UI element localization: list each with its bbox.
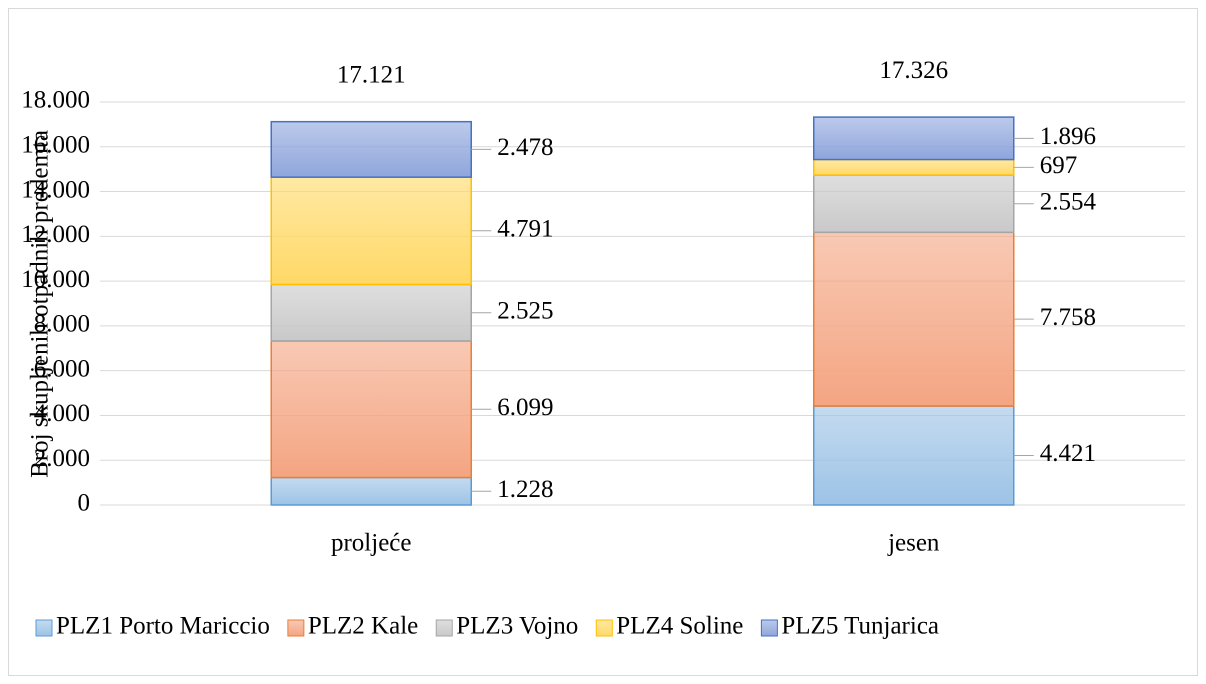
data-label: 7.758 bbox=[1040, 304, 1096, 331]
data-label: 1.228 bbox=[497, 476, 553, 503]
legend-label: PLZ3 Vojno bbox=[456, 613, 578, 640]
data-label: 2.554 bbox=[1040, 188, 1097, 215]
legend-label: PLZ4 Soline bbox=[616, 613, 743, 640]
data-label: 4.421 bbox=[1040, 440, 1096, 467]
legend-swatch bbox=[760, 619, 778, 637]
bar-segment bbox=[270, 176, 472, 286]
y-tick-label: 6.000 bbox=[34, 355, 90, 382]
legend-label: PLZ1 Porto Mariccio bbox=[56, 613, 270, 640]
bar-segment bbox=[813, 405, 1015, 506]
y-tick-label: 8.000 bbox=[34, 311, 90, 338]
data-label: 2.525 bbox=[497, 297, 553, 324]
bar-segment bbox=[813, 158, 1015, 176]
y-tick-label: 14.000 bbox=[21, 176, 90, 203]
y-axis-label: Broj skupljenih otpadnih predemta bbox=[27, 130, 54, 478]
bar-segment bbox=[813, 116, 1015, 161]
data-label: 2.478 bbox=[497, 134, 553, 161]
legend-label: PLZ5 Tunjarica bbox=[781, 613, 939, 640]
bar-segment bbox=[270, 120, 472, 178]
y-tick-label: 4.000 bbox=[34, 400, 90, 427]
bar-segment bbox=[270, 476, 472, 506]
chart-frame bbox=[8, 8, 1198, 676]
data-label: 4.791 bbox=[497, 216, 553, 243]
total-label: 17.326 bbox=[879, 57, 948, 84]
legend-swatch bbox=[287, 619, 305, 637]
x-tick-label: proljeće bbox=[331, 530, 412, 557]
bar-segment bbox=[270, 340, 472, 479]
data-label: 697 bbox=[1040, 152, 1078, 179]
legend-swatch bbox=[35, 619, 53, 637]
bar-segment bbox=[270, 283, 472, 342]
legend-label: PLZ2 Kale bbox=[308, 613, 418, 640]
bar-segment bbox=[813, 231, 1015, 407]
y-tick-label: 12.000 bbox=[21, 221, 90, 248]
data-label: 6.099 bbox=[497, 394, 553, 421]
x-tick-label: jesen bbox=[887, 530, 940, 557]
bar-segment bbox=[813, 174, 1015, 234]
data-label: 1.896 bbox=[1040, 123, 1096, 150]
y-tick-label: 16.000 bbox=[21, 132, 90, 159]
total-label: 17.121 bbox=[337, 61, 406, 88]
y-tick-label: 10.000 bbox=[21, 266, 90, 293]
y-tick-label: 2.000 bbox=[34, 445, 90, 472]
y-tick-label: 18.000 bbox=[21, 87, 90, 114]
legend-swatch bbox=[595, 619, 613, 637]
y-tick-label: 0 bbox=[78, 490, 91, 517]
legend-swatch bbox=[435, 619, 453, 637]
